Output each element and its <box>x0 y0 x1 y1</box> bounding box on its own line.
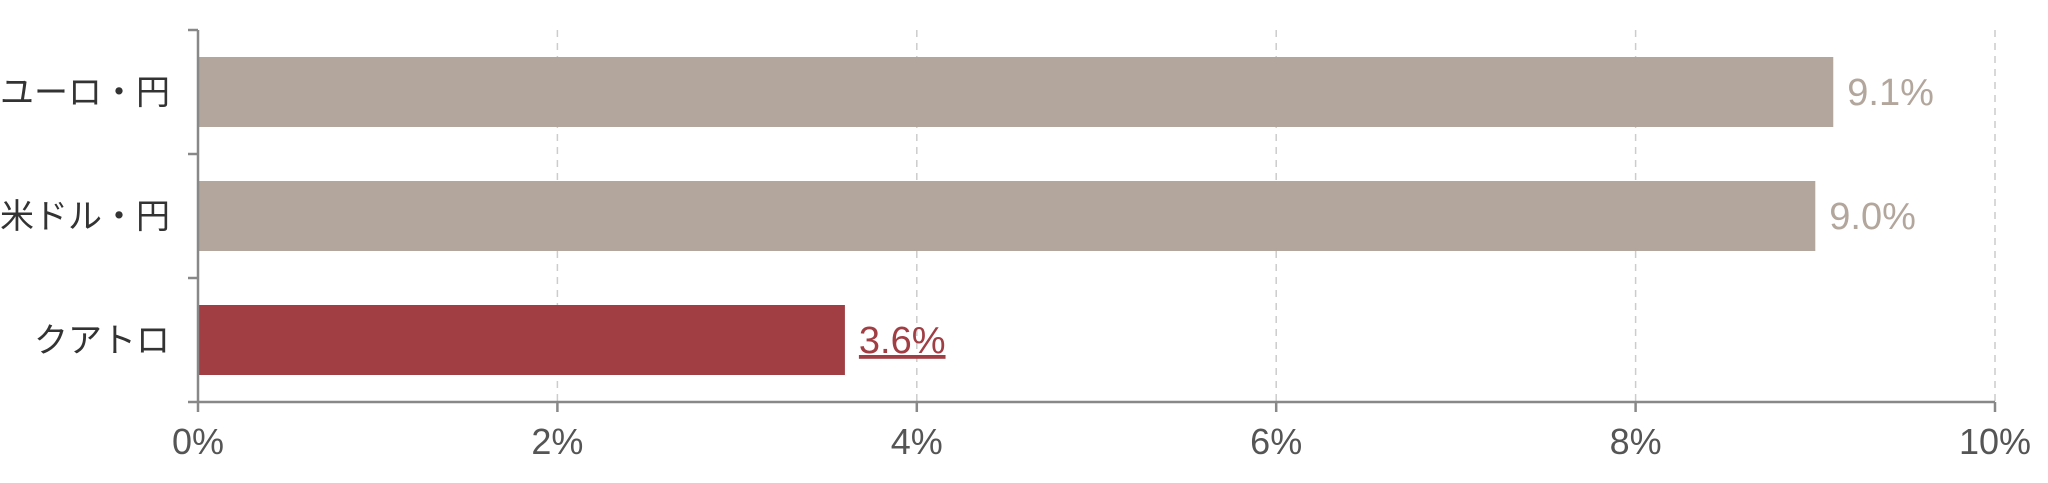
x-tick-label: 0% <box>172 421 224 462</box>
x-tick-label: 8% <box>1610 421 1662 462</box>
x-tick-label: 2% <box>531 421 583 462</box>
category-label: 米ドル・円 <box>0 198 170 236</box>
bar <box>198 181 1816 251</box>
category-label: クアトロ <box>34 322 170 360</box>
data-label: 3.6% <box>859 320 946 362</box>
bar <box>198 57 1834 127</box>
data-label: 9.1% <box>1847 72 1934 114</box>
labels: 9.1% ユーロ・円 9.0% 米ドル・円 3.6% クアトロ 0% 2% 4% 6% 8% 10% <box>0 72 2031 462</box>
bars <box>198 57 1834 375</box>
x-tick-label: 4% <box>891 421 943 462</box>
x-tick-label: 6% <box>1250 421 1302 462</box>
category-label: ユーロ・円 <box>0 74 170 112</box>
axes <box>188 28 1997 412</box>
data-label: 9.0% <box>1829 196 1916 238</box>
x-tick-label: 10% <box>1959 421 2031 462</box>
bar <box>198 305 845 375</box>
